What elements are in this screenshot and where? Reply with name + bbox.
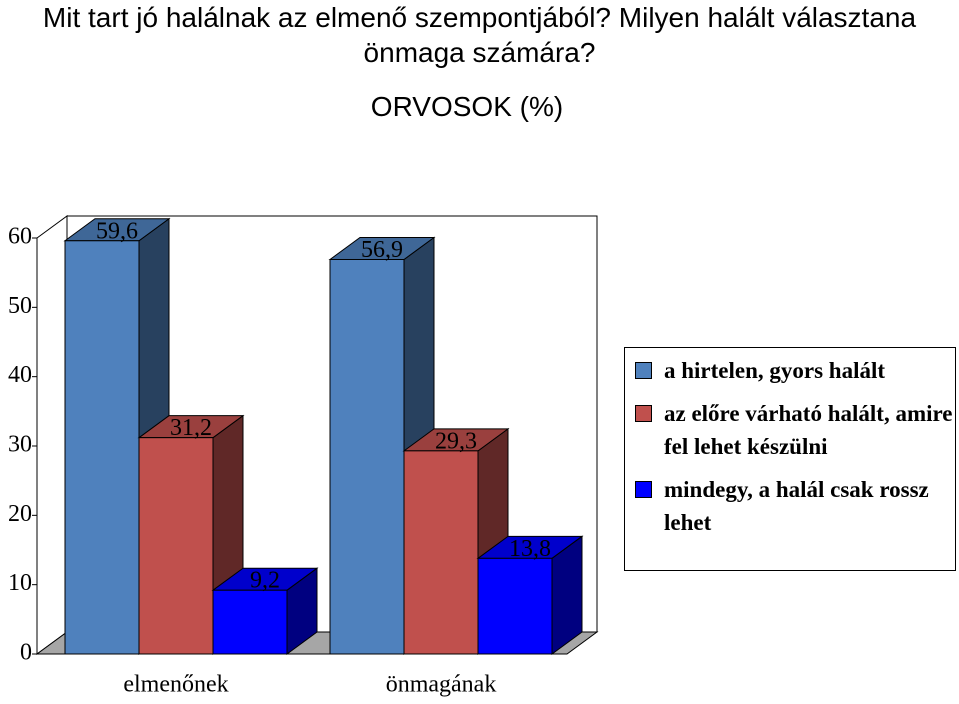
y-tick-label: 0	[20, 640, 32, 666]
legend-item: az előre várható halált, amire fel lehet…	[635, 397, 955, 463]
value-label: 13,8	[509, 536, 551, 562]
y-tick-label: 10	[8, 570, 32, 596]
side-wall	[36, 215, 68, 655]
y-tick-label: 30	[8, 432, 32, 458]
legend-label: az előre várható halált, amire fel lehet…	[664, 401, 953, 459]
legend-item: a hirtelen, gyors halált	[635, 354, 955, 387]
x-tick-label: önmagának	[386, 672, 497, 698]
bar	[403, 450, 479, 655]
chart-title: Mit tart jó halálnak az elmenő szempontj…	[42, 2, 917, 68]
y-tick-label: 50	[8, 293, 32, 319]
chart-subtitle: ORVOSOK (%)	[370, 91, 564, 122]
x-tick-label: elmenőnek	[123, 672, 228, 698]
y-tick-label: 40	[8, 362, 32, 388]
legend-swatch	[635, 362, 652, 379]
bar	[212, 589, 288, 655]
legend-swatch	[635, 481, 652, 498]
value-label: 56,9	[361, 237, 403, 263]
bar	[477, 557, 553, 655]
value-label: 29,3	[435, 428, 477, 454]
y-tick-label: 20	[8, 501, 32, 527]
bar	[64, 240, 140, 655]
bar	[329, 258, 405, 655]
legend-swatch	[635, 405, 652, 422]
legend-label: mindegy, a halál csak rossz lehet	[664, 477, 929, 535]
value-label: 31,2	[170, 415, 212, 441]
y-tick-label: 60	[8, 224, 32, 250]
legend: a hirtelen, gyors halált az előre várható…	[624, 347, 956, 571]
legend-label: a hirtelen, gyors halált	[664, 358, 886, 383]
value-label: 9,2	[250, 568, 280, 594]
bar	[138, 437, 214, 655]
legend-item: mindegy, a halál csak rossz lehet	[635, 473, 955, 539]
value-label: 59,6	[96, 218, 138, 244]
